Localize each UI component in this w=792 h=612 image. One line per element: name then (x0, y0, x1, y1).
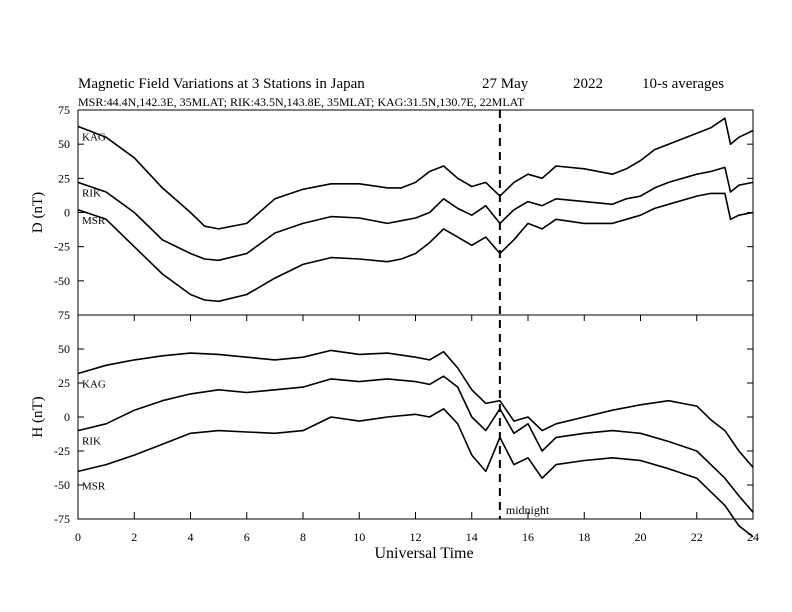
x-tick-label: 2 (131, 530, 137, 544)
y-tick-label: 75 (58, 308, 70, 322)
series-line-rik (77, 375, 754, 513)
series-line-kag (77, 117, 754, 230)
x-tick-label: 20 (635, 530, 647, 544)
x-tick-label: 18 (578, 530, 590, 544)
y-tick-label: 25 (58, 171, 70, 185)
x-tick-label: 8 (300, 530, 306, 544)
y-tick-label: -25 (54, 240, 70, 254)
y-tick-label: -50 (54, 478, 70, 492)
series-line-msr (77, 408, 754, 538)
y-tick-label: 50 (58, 137, 70, 151)
panel-frame (77, 109, 754, 316)
series-label-kag: KAG (82, 378, 106, 390)
series-label-rik: RIK (82, 436, 101, 448)
panel-frame (77, 314, 754, 520)
chart-averaging: 10-s averages (642, 76, 724, 92)
y-tick-label: -50 (54, 274, 70, 288)
series-line-kag (77, 349, 754, 468)
y-tick-label: -75 (54, 512, 70, 526)
y-axis-label: H (nT) (30, 396, 46, 437)
x-tick-label: 6 (244, 530, 250, 544)
midnight-label: midnight (506, 503, 550, 517)
y-tick-label: 50 (58, 342, 70, 356)
x-axis-label: Universal Time (374, 545, 473, 562)
chart-year: 2022 (573, 76, 603, 92)
series-label-msr: MSR (82, 480, 106, 492)
series-label-rik: RIK (82, 187, 101, 199)
chart-title: Magnetic Field Variations at 3 Stations … (78, 76, 365, 92)
x-tick-label: 12 (410, 530, 422, 544)
series-line-rik (77, 166, 754, 262)
d-component-panel: 75 50 25 0 -25 -50 D (nT) KAG RIK MSR (30, 103, 754, 316)
y-axis-label: D (nT) (30, 192, 46, 233)
y-tick-label: 25 (58, 376, 70, 390)
series-label-msr: MSR (82, 215, 106, 227)
y-tick-label: 0 (64, 206, 70, 220)
chart-date: 27 May (482, 76, 529, 92)
x-tick-label: 4 (188, 530, 194, 544)
x-tick-label: 10 (353, 530, 365, 544)
x-tick-label: 0 (75, 530, 81, 544)
y-tick-label: 75 (58, 103, 70, 117)
y-tick-label: -25 (54, 444, 70, 458)
x-tick-label: 14 (466, 530, 478, 544)
x-tick-label: 16 (522, 530, 534, 544)
series-line-msr (77, 192, 754, 303)
series-label-kag: KAG (82, 131, 106, 143)
chart-header: Magnetic Field Variations at 3 Stations … (78, 76, 724, 109)
y-tick-label: 0 (64, 410, 70, 424)
x-tick-label: 22 (691, 530, 703, 544)
x-tick-label: 24 (747, 530, 759, 544)
stations-info: MSR:44.4N,142.3E, 35MLAT; RIK:43.5N,143.… (78, 95, 525, 109)
